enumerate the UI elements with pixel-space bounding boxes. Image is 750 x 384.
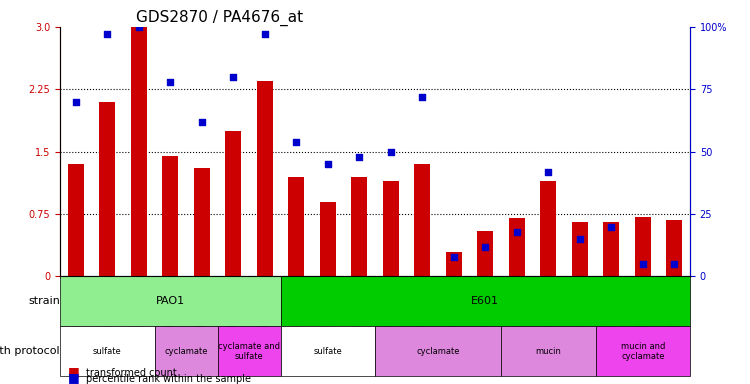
Text: strain: strain [28,296,60,306]
Bar [634,217,650,276]
Text: sulfate: sulfate [93,347,122,356]
Point [290,139,302,145]
Text: sulfate: sulfate [314,347,342,356]
Bar [351,177,368,276]
FancyBboxPatch shape [154,326,218,376]
Text: mucin: mucin [536,347,561,356]
Point [637,261,649,267]
Bar [603,222,619,276]
Bar [540,181,556,276]
Point [574,236,586,242]
Text: E601: E601 [471,296,500,306]
Bar [509,218,525,276]
Bar [288,177,304,276]
Point [227,74,239,80]
Point [70,99,82,105]
Text: ■: ■ [68,365,80,378]
Point [479,243,491,250]
Text: cyclamate and
sulfate: cyclamate and sulfate [218,342,280,361]
Bar [225,131,242,276]
Bar [572,222,588,276]
Point [511,228,523,235]
Text: GDS2870 / PA4676_at: GDS2870 / PA4676_at [136,9,303,25]
Bar [256,81,273,276]
Point [164,79,176,85]
Bar [414,164,430,276]
Point [448,253,460,260]
Text: growth protocol: growth protocol [0,346,60,356]
Point [101,31,113,38]
Bar [99,102,116,276]
Bar [320,202,336,276]
Text: PAO1: PAO1 [156,296,184,306]
FancyBboxPatch shape [217,326,280,376]
FancyBboxPatch shape [60,326,154,376]
Bar [382,181,399,276]
Point [605,223,617,230]
FancyBboxPatch shape [280,276,690,326]
Point [668,261,680,267]
FancyBboxPatch shape [60,276,280,326]
Bar [194,168,209,276]
Text: transformed count: transformed count [86,368,177,378]
Bar [477,231,494,276]
Point [196,119,208,125]
Bar [446,252,461,276]
Bar [130,27,147,276]
Bar [666,220,682,276]
Point [416,94,428,100]
Point [353,154,365,160]
Text: ■: ■ [68,371,80,384]
FancyBboxPatch shape [596,326,690,376]
Point [259,31,271,38]
Point [133,24,145,30]
Text: cyclamate: cyclamate [416,347,460,356]
FancyBboxPatch shape [280,326,375,376]
Text: mucin and
cyclamate: mucin and cyclamate [620,342,665,361]
Text: cyclamate: cyclamate [164,347,208,356]
Bar [68,164,84,276]
Text: percentile rank within the sample: percentile rank within the sample [86,374,251,384]
Point [322,161,334,167]
Bar [162,156,178,276]
FancyBboxPatch shape [501,326,596,376]
FancyBboxPatch shape [375,326,501,376]
Point [542,169,554,175]
Point [385,149,397,155]
